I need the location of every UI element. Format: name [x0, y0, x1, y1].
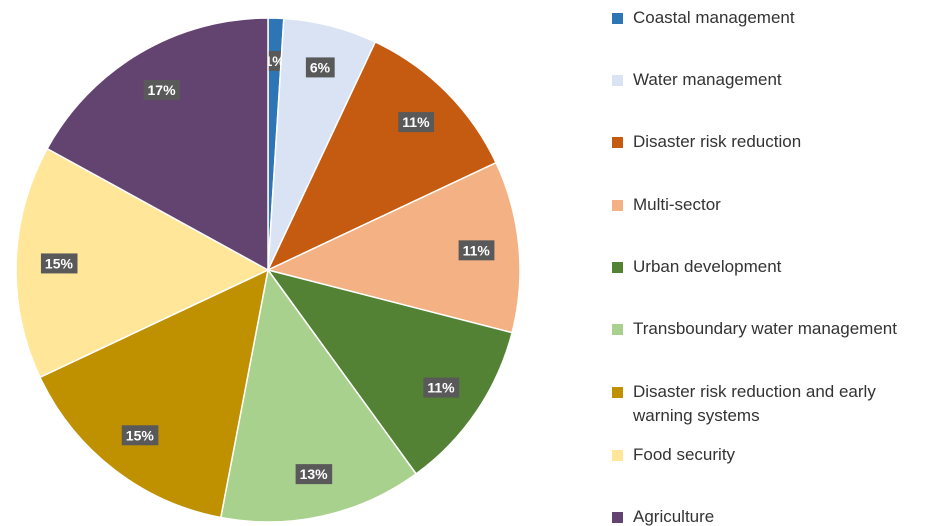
- legend-item: Disaster risk reduction and early warnin…: [612, 380, 932, 428]
- legend-swatch: [612, 512, 623, 523]
- data-label-box: [305, 57, 335, 78]
- legend-swatch: [612, 450, 623, 461]
- data-label: 6%: [310, 59, 331, 75]
- legend-item: Multi-sector: [612, 193, 932, 217]
- pie-slice: [266, 40, 498, 272]
- legend-swatch: [612, 200, 623, 211]
- data-label: 11%: [402, 114, 430, 130]
- legend-item: Food security: [612, 443, 932, 467]
- data-label: 11%: [427, 380, 455, 396]
- pie-slice: [265, 161, 521, 334]
- pie-slice: [15, 147, 270, 379]
- data-label: 15%: [126, 427, 155, 443]
- legend-label: Coastal management: [633, 8, 795, 27]
- data-label-box: [143, 79, 181, 100]
- data-label: 17%: [148, 82, 177, 98]
- data-label-box: [121, 425, 159, 446]
- legend-label: Agriculture: [633, 507, 715, 526]
- legend-swatch: [612, 262, 623, 273]
- legend-item: Water management: [612, 68, 932, 92]
- data-label: 13%: [300, 466, 329, 482]
- legend-label: Multi-sector: [633, 195, 721, 214]
- legend-item: Transboundary water management: [612, 317, 932, 341]
- legend-label: Water management: [633, 70, 782, 89]
- data-label: 11%: [463, 242, 491, 258]
- data-label-box: [423, 377, 460, 398]
- data-label: 1%: [264, 53, 285, 69]
- legend-item: Coastal management: [612, 6, 932, 30]
- legend-swatch: [612, 75, 623, 86]
- legend-label: Food security: [633, 445, 736, 464]
- legend-item: Disaster risk reduction: [612, 130, 932, 154]
- legend-label: Transboundary water management: [633, 319, 897, 338]
- pie-slice: [219, 268, 418, 523]
- legend-label: Urban development: [633, 257, 782, 276]
- data-label-box: [398, 112, 435, 133]
- legend-swatch: [612, 324, 623, 335]
- pie-chart: 1% 6% 11% 11% 11% 13% 15% 15% 17%: [15, 17, 521, 523]
- data-label-box: [458, 240, 495, 261]
- legend-swatch: [612, 137, 623, 148]
- legend-item: Urban development: [612, 255, 932, 279]
- data-label-box: [40, 253, 78, 274]
- legend-swatch: [612, 387, 623, 398]
- legend-label: Disaster risk reduction: [633, 132, 802, 151]
- pie-slice: [38, 268, 270, 519]
- data-label: 15%: [45, 255, 74, 271]
- legend-swatch: [612, 13, 623, 24]
- pie-slice: [46, 17, 269, 272]
- legend-label: Disaster risk reduction and early warnin…: [633, 382, 876, 425]
- legend-item: Agriculture: [612, 505, 932, 526]
- pie-slice: [266, 268, 513, 475]
- data-label-box: [295, 464, 333, 485]
